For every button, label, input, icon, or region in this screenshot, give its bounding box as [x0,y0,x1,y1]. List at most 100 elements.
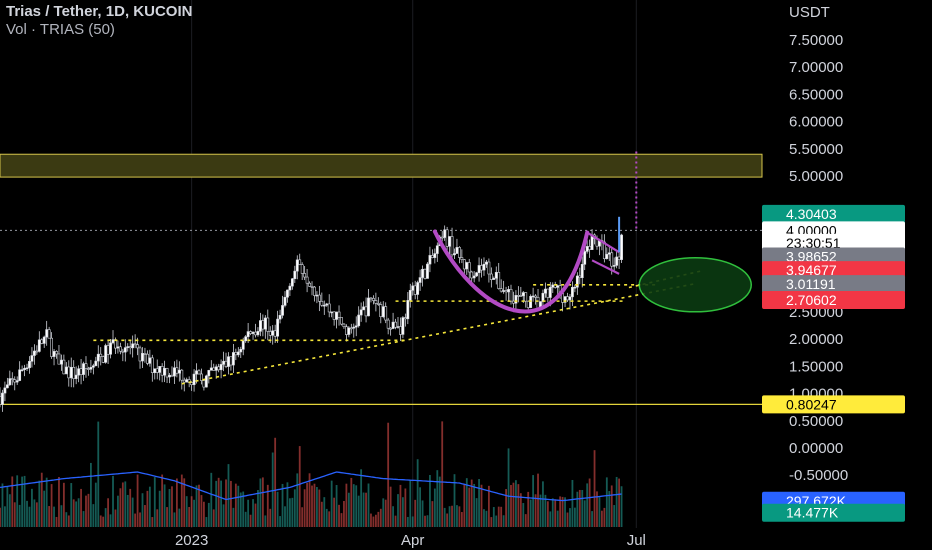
handle-upper[interactable] [586,231,620,254]
volume-bar [397,494,399,527]
x-axis-label: Jul [627,532,646,549]
candle-body [455,247,459,254]
volume-bar [544,494,547,527]
price-tag[interactable]: 3.01191 [762,275,905,294]
candle-body [231,352,235,366]
volume-bar [318,489,321,527]
price-tag[interactable]: 14.477K [762,503,905,522]
candle-body [87,368,90,370]
candle-body [330,311,334,314]
volume-bar [372,516,375,527]
volume-bar [456,505,458,527]
price-tag[interactable]: 3.94677 [762,261,905,280]
volume-bar [436,470,439,527]
symbol-title[interactable]: Trias / Tether, 1D, KUCOIN [6,3,193,20]
price-tag-bg [762,247,905,266]
price-tag[interactable]: 3.98652 [762,247,905,266]
volume-bar [87,493,90,527]
candle-body [163,368,167,376]
volume-bar [161,474,164,527]
candle-body [607,252,611,255]
volume-bar [478,479,480,527]
volume-bar [485,510,488,527]
candle-body [229,356,233,366]
handle-lower[interactable] [591,259,620,275]
candle-body [487,261,491,275]
volume-bar [291,497,294,527]
volume-bar [569,508,571,527]
candle-body [165,368,169,378]
volume-bar [370,513,372,527]
volume-bar [18,504,21,527]
volume-bar [11,476,14,527]
volume-bar [578,489,581,527]
volume-bar [438,476,441,527]
volume-bar [293,489,296,527]
volume-bar [374,514,377,527]
candle-body [482,263,486,271]
price-tag[interactable]: 0.80247 [762,395,905,414]
volume-bar [389,486,392,527]
candle-body [320,300,324,306]
price-tag-label: 14.477K [786,505,839,521]
resistance-zone[interactable] [0,153,763,178]
candle-body [106,345,110,355]
candle-body [470,271,474,279]
candle-body [236,351,240,356]
candle-body [202,380,206,388]
candle-body [612,265,616,267]
rising-trendline[interactable] [181,282,696,385]
price-tag[interactable]: 4.30403 [762,204,905,223]
candle-body [281,305,284,316]
candle-body [82,363,85,375]
candle-body [406,300,410,320]
volume-bar [414,499,417,527]
price-tag-bg [762,204,905,223]
price-tag-label: 23:30:51 [786,235,841,251]
candle-body [546,288,550,298]
volume-bar [603,507,606,527]
candle-body [69,367,73,379]
candle-body [327,303,331,313]
candle-body [335,311,338,320]
candle-body [5,384,9,389]
candle-body [209,367,213,371]
candle-body [79,368,83,375]
volume-bar [112,475,114,527]
candle-body [249,331,252,334]
volume-bar [114,509,117,527]
cup-pattern[interactable] [432,229,590,314]
price-tag[interactable]: 2.70602 [762,291,905,310]
volume-bar [313,483,316,527]
candle-body [143,353,147,355]
target-ellipse[interactable] [638,257,753,313]
volume-bar [166,507,168,527]
candle-body [440,236,444,239]
price-tag-bg [762,261,905,280]
candle-body [109,342,112,355]
volume-bar [136,474,139,527]
candle-body [158,366,162,373]
volume-bar [33,499,36,527]
volume-bar [58,477,60,527]
volume-bar [429,475,431,527]
volume-bar [561,496,564,527]
volume-bar [473,483,476,527]
price-tag-bg [762,233,905,252]
candle-body [290,278,294,287]
volume-indicator-title[interactable]: Vol · TRIAS (50) [6,21,115,38]
price-tag-label: 3.94677 [786,262,837,278]
volume-bar [148,486,151,527]
volume-bar [556,510,559,527]
candle-body [160,366,164,376]
volume-bar [80,488,82,527]
price-tag[interactable]: 23:30:51 [762,233,905,252]
volume-bar [534,494,537,527]
candle-body [342,323,346,328]
volume-bar [303,489,306,527]
volume-bar [347,492,350,527]
candle-body [91,365,95,368]
volume-bar [566,512,569,527]
